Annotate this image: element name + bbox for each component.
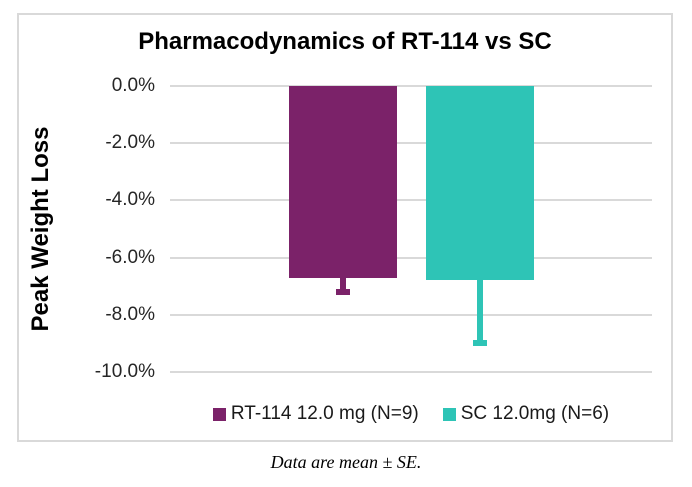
legend-item: SC 12.0mg (N=6) — [442, 403, 610, 425]
legend-item: RT-114 12.0 mg (N=9) — [212, 403, 419, 425]
bar-rt114 — [289, 86, 398, 278]
error-bar-cap — [472, 340, 487, 347]
legend: RT-114 12.0 mg (N=9) SC 12.0mg (N=6) — [170, 403, 652, 425]
gridline — [170, 256, 652, 259]
gridline — [170, 313, 652, 316]
gridline — [170, 371, 652, 373]
y-axis-title: Peak Weight Loss — [27, 126, 54, 332]
y-axis-tick-label: -4.0% — [105, 189, 155, 211]
y-axis-tick-labels: 0.0% -2.0% -4.0% -6.0% -8.0% -10.0% — [77, 75, 155, 382]
y-axis-tick-label: -10.0% — [94, 361, 155, 382]
y-axis-tick-label: -2.0% — [105, 132, 155, 154]
legend-swatch-icon — [212, 407, 226, 421]
y-axis-tick-label: 0.0% — [111, 75, 155, 96]
legend-label: SC 12.0mg (N=6) — [460, 403, 610, 424]
legend-label: RT-114 12.0 mg (N=9) — [230, 403, 419, 424]
y-axis-tick-label: -6.0% — [105, 246, 155, 268]
y-axis-tick-label: -8.0% — [105, 303, 155, 325]
bar-sc — [425, 86, 534, 281]
legend-swatch-icon — [442, 407, 456, 421]
figure-caption: Data are mean ± SE. — [270, 452, 422, 472]
chart-title: Pharmacodynamics of RT-114 vs SC — [138, 28, 552, 55]
chart-frame: Pharmacodynamics of RT-114 vs SC Peak We… — [17, 13, 673, 442]
gridline — [170, 199, 652, 202]
gridline — [170, 85, 652, 87]
error-bar-rt114 — [336, 277, 351, 295]
error-bar-cap — [336, 288, 351, 295]
error-bar-sc — [472, 280, 487, 347]
plot-area — [170, 85, 652, 373]
gridline — [170, 142, 652, 145]
